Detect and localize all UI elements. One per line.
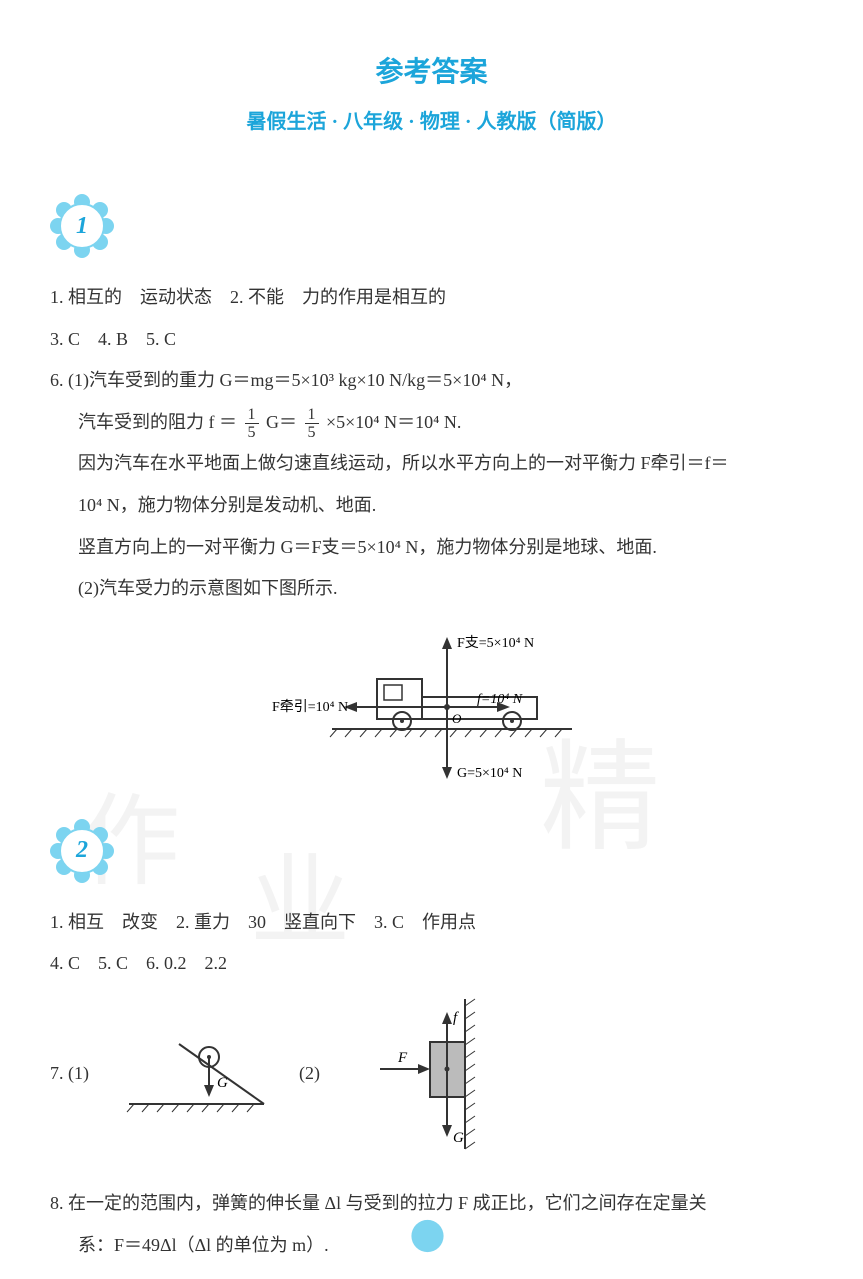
text-span: 汽车受到的阻力 f ＝ <box>78 412 237 432</box>
wall-block-diagram: F f G <box>350 994 500 1154</box>
force-support-label: F支=5×10⁴ N <box>457 635 534 651</box>
answer-text: 4. C 5. C 6. 0.2 2.2 <box>50 944 813 984</box>
fraction-num: 1 <box>245 406 259 425</box>
text-span: G＝ <box>266 412 297 432</box>
answer-text: 汽车受到的阻力 f ＝ 1 5 G＝ 1 5 ×5×10⁴ N＝10⁴ N. <box>50 403 813 443</box>
q7-diagrams: 7. (1) G (2) <box>50 994 813 1154</box>
fraction-den: 5 <box>305 424 319 442</box>
answer-text: 因为汽车在水平地面上做匀速直线运动，所以水平方向上的一对平衡力 F牵引＝f＝ <box>50 444 813 484</box>
origin-label: O <box>452 711 462 726</box>
q7-2-label: (2) <box>299 1054 320 1094</box>
svg-text:f: f <box>453 1010 459 1026</box>
section-number: 1 <box>76 213 88 240</box>
answer-text: 1. 相互 改变 2. 重力 30 竖直向下 3. C 作用点 <box>50 903 813 943</box>
truck-force-diagram: O F支=5×10⁴ N F牵引=10⁴ N f=10⁴ N G=5×10⁴ N <box>50 619 813 789</box>
fraction: 1 5 <box>305 406 319 442</box>
fraction-den: 5 <box>245 424 259 442</box>
force-gravity-label: G=5×10⁴ N <box>457 766 522 781</box>
text-span: ×5×10⁴ N＝10⁴ N. <box>326 412 461 432</box>
page-title: 参考答案 <box>50 50 813 90</box>
svg-text:F: F <box>397 1050 408 1066</box>
svg-text:G: G <box>217 1075 228 1091</box>
q7-label: 7. (1) <box>50 1054 89 1094</box>
page-subtitle: 暑假生活 · 八年级 · 物理 · 人教版（简版） <box>50 105 813 134</box>
answer-text: 1. 相互的 运动状态 2. 不能 力的作用是相互的 <box>50 278 813 318</box>
answer-text: 10⁴ N，施力物体分别是发动机、地面. <box>50 486 813 526</box>
answer-text: 系：F＝49Δl（Δl 的单位为 m）. <box>50 1226 813 1266</box>
incline-diagram: G <box>119 1029 269 1119</box>
fraction: 1 5 <box>245 406 259 442</box>
section-number: 2 <box>76 837 88 864</box>
answer-text: 3. C 4. B 5. C <box>50 320 813 360</box>
answer-text: 8. 在一定的范围内，弹簧的伸长量 Δl 与受到的拉力 F 成正比，它们之间存在… <box>50 1184 813 1224</box>
answer-text: (2)汽车受力的示意图如下图所示. <box>50 569 813 609</box>
fraction-num: 1 <box>305 406 319 425</box>
section-badge-2: 2 <box>50 819 114 883</box>
section-badge-1: 1 <box>50 194 114 258</box>
force-friction-label: f=10⁴ N <box>477 692 523 707</box>
answer-text: 6. (1)汽车受到的重力 G＝mg＝5×10³ kg×10 N/kg＝5×10… <box>50 361 813 401</box>
svg-text:G: G <box>453 1130 464 1146</box>
answer-text: 竖直方向上的一对平衡力 G＝F支＝5×10⁴ N，施力物体分别是地球、地面. <box>50 528 813 568</box>
force-pull-label: F牵引=10⁴ N <box>272 699 348 715</box>
